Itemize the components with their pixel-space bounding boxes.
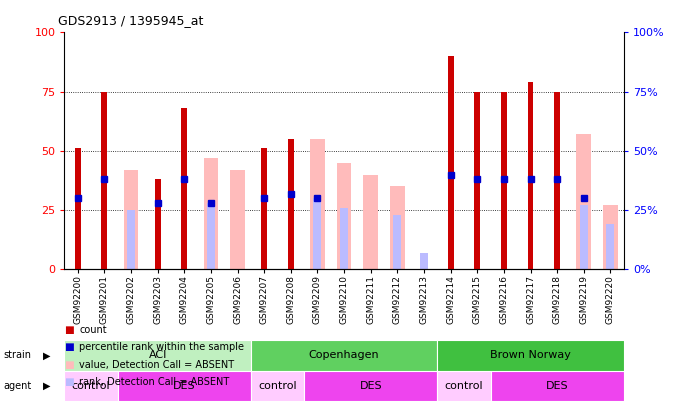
Text: Copenhagen: Copenhagen [308, 350, 380, 360]
Bar [501, 92, 507, 269]
Bar [420, 253, 428, 269]
Bar [337, 163, 351, 269]
Text: DES: DES [359, 381, 382, 391]
Text: ■: ■ [64, 343, 74, 352]
Text: percentile rank within the sample: percentile rank within the sample [79, 343, 244, 352]
Bar [475, 92, 480, 269]
Text: Brown Norway: Brown Norway [490, 350, 571, 360]
Bar [363, 175, 378, 269]
Bar [251, 340, 437, 371]
Bar [393, 215, 401, 269]
Bar [437, 371, 491, 401]
Bar [304, 371, 437, 401]
Bar [313, 198, 321, 269]
Text: strain: strain [3, 350, 31, 360]
Bar [155, 179, 161, 269]
Bar [123, 170, 138, 269]
Bar [181, 108, 187, 269]
Text: DES: DES [546, 381, 568, 391]
Text: value, Detection Call = ABSENT: value, Detection Call = ABSENT [79, 360, 235, 370]
Text: control: control [258, 381, 297, 391]
Text: ■: ■ [64, 325, 74, 335]
Bar [261, 149, 267, 269]
Text: count: count [79, 325, 107, 335]
Text: control: control [445, 381, 483, 391]
Bar [390, 186, 405, 269]
Bar [64, 371, 118, 401]
Text: rank, Detection Call = ABSENT: rank, Detection Call = ABSENT [79, 377, 230, 387]
Bar [603, 205, 618, 269]
Text: DES: DES [173, 381, 195, 391]
Text: control: control [72, 381, 111, 391]
Text: GDS2913 / 1395945_at: GDS2913 / 1395945_at [58, 14, 203, 27]
Bar [75, 149, 81, 269]
Bar [491, 371, 624, 401]
Bar [310, 139, 325, 269]
Text: ACI: ACI [148, 350, 167, 360]
Bar [118, 371, 251, 401]
Bar [447, 56, 454, 269]
Bar [288, 139, 294, 269]
Bar [231, 170, 245, 269]
Bar [207, 203, 215, 269]
Bar [127, 210, 135, 269]
Text: ▶: ▶ [43, 350, 50, 360]
Bar [437, 340, 624, 371]
Text: agent: agent [3, 381, 32, 391]
Bar [527, 82, 534, 269]
Bar [203, 158, 218, 269]
Bar [606, 224, 614, 269]
Bar [580, 205, 588, 269]
Bar [576, 134, 591, 269]
Bar [102, 92, 107, 269]
Text: ■: ■ [64, 377, 74, 387]
Bar [251, 371, 304, 401]
Text: ■: ■ [64, 360, 74, 370]
Bar [340, 208, 348, 269]
Bar [554, 92, 560, 269]
Text: ▶: ▶ [43, 381, 50, 391]
Bar [64, 340, 251, 371]
